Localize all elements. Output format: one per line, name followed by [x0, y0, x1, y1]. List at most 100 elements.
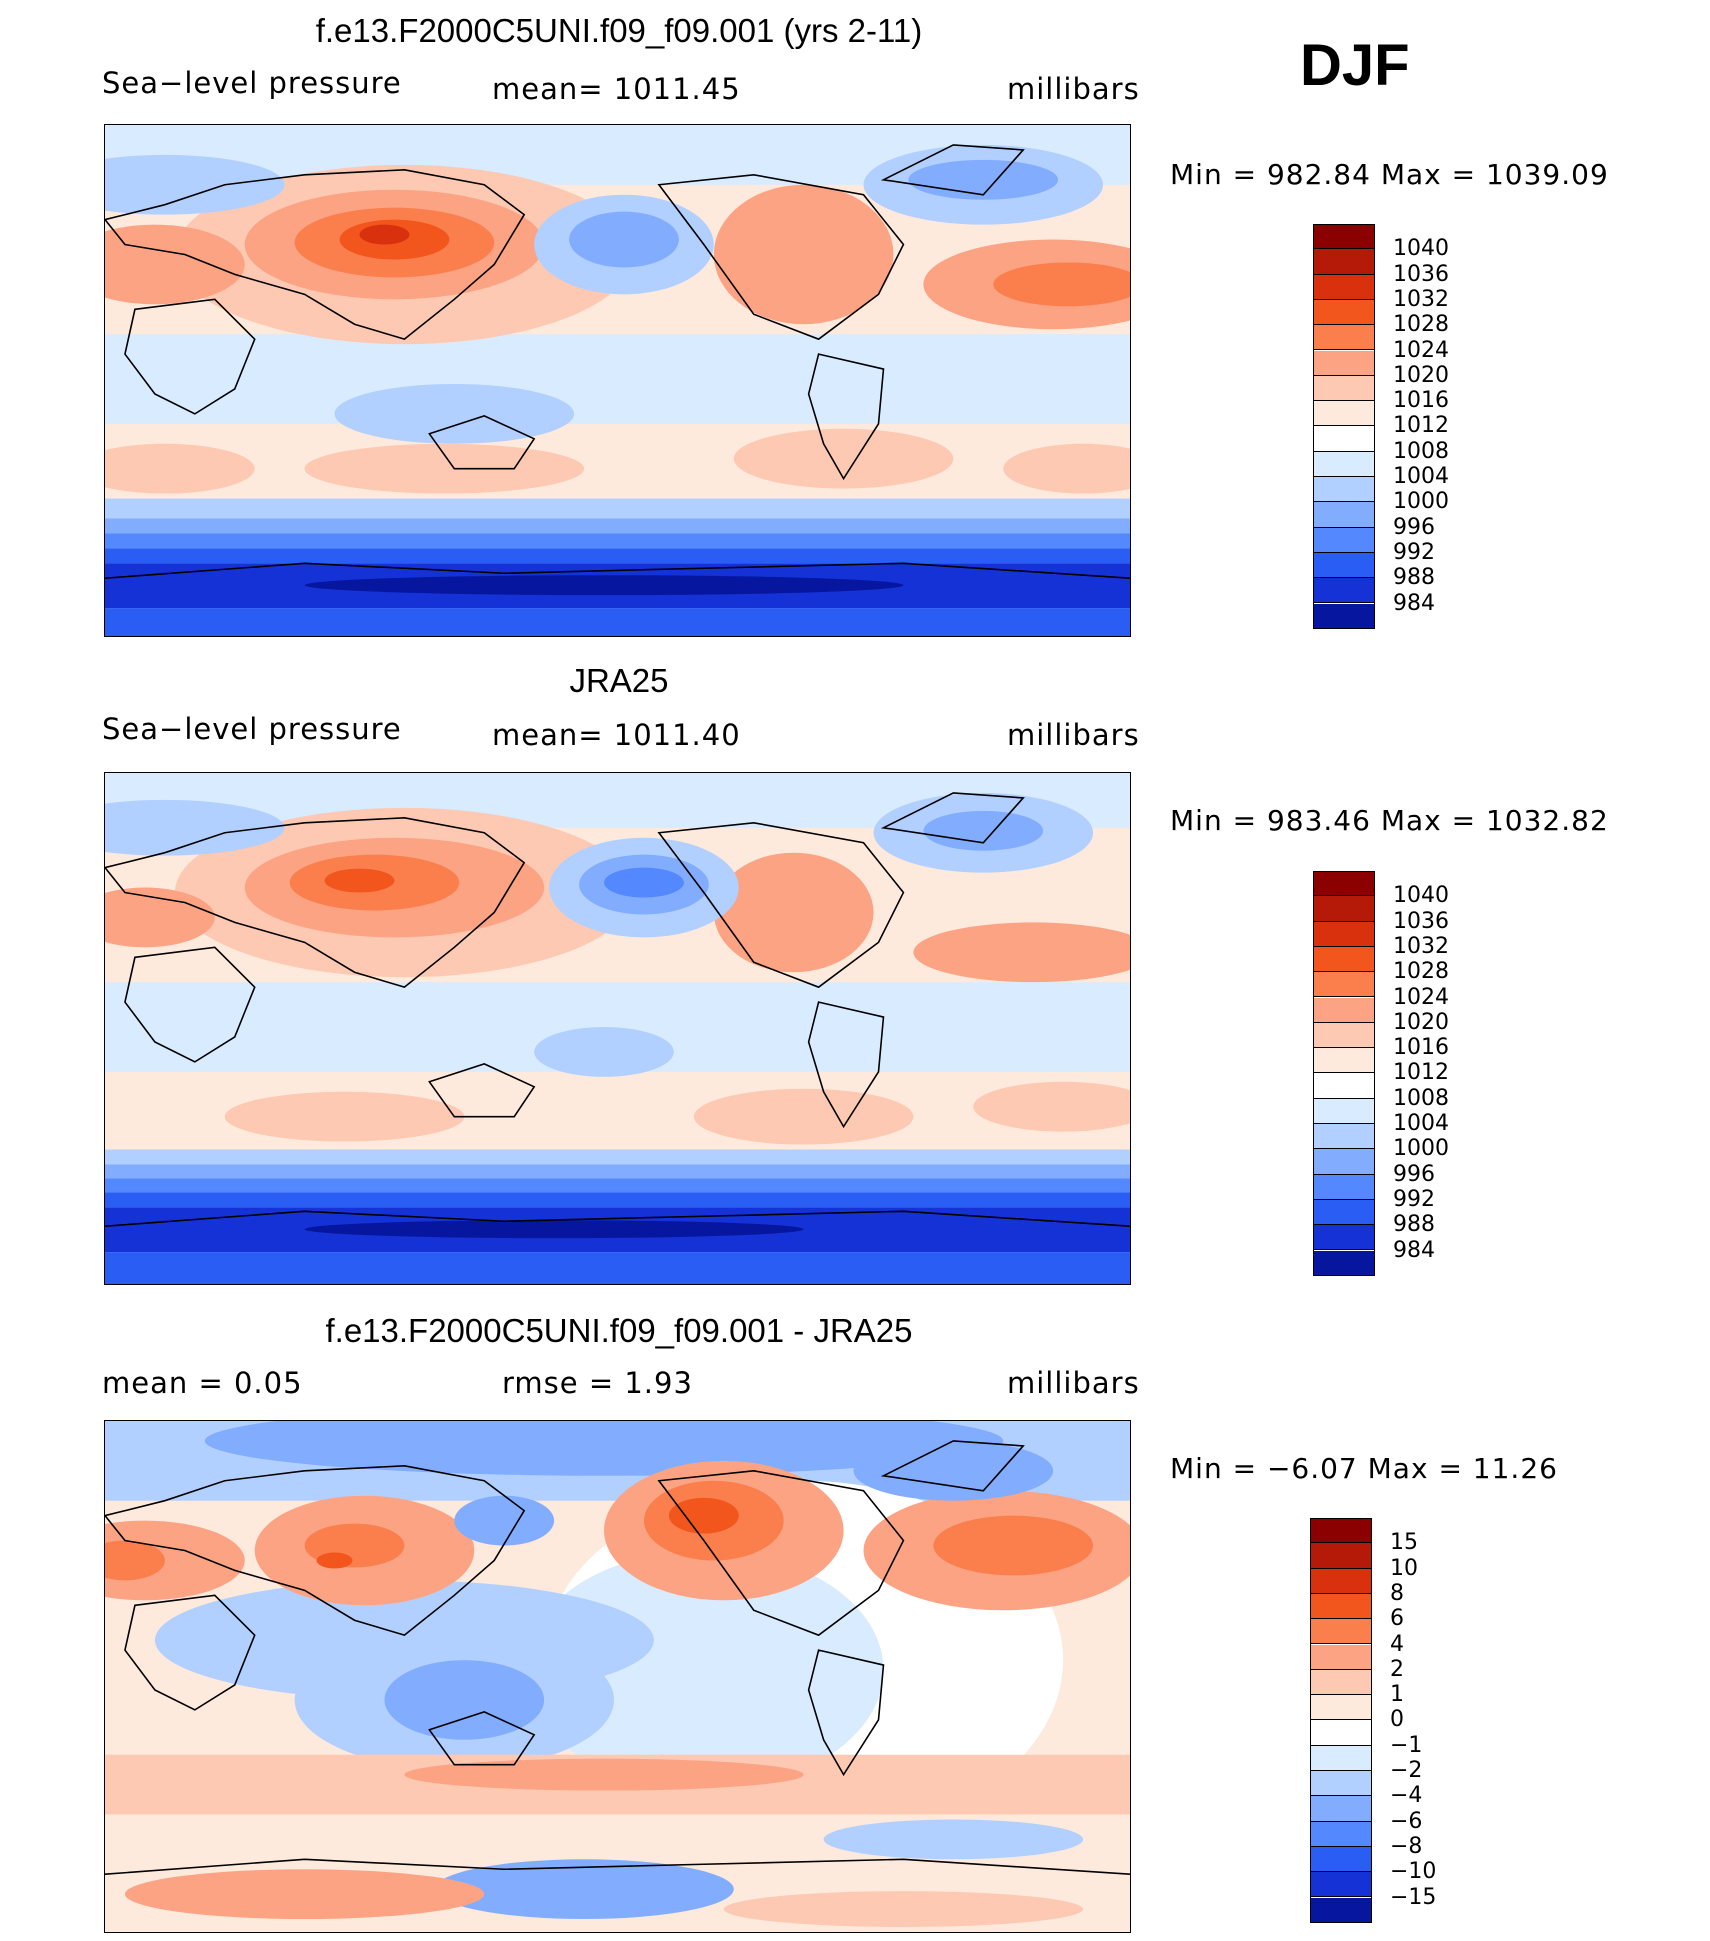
colorbar-tick-label: 10 [1390, 1555, 1418, 1581]
colorbar-swatch [1313, 224, 1375, 250]
colorbar-swatch [1313, 350, 1375, 376]
colorbar-tick-label: 996 [1393, 514, 1435, 540]
colorbar-tick-label: −10 [1390, 1859, 1437, 1885]
colorbar-swatch [1310, 1745, 1372, 1771]
colorbar-swatch [1313, 1124, 1375, 1150]
colorbar-swatch [1313, 375, 1375, 402]
panel-2-title: JRA25 [569, 662, 669, 699]
colorbar-swatch [1310, 1695, 1372, 1721]
colorbar-tick-label: 1000 [1393, 1136, 1449, 1162]
colorbar-tick-label: 6 [1390, 1606, 1404, 1632]
colorbar-swatch [1313, 477, 1375, 503]
colorbar-swatch [1313, 325, 1375, 351]
colorbar-swatch [1313, 1149, 1375, 1175]
colorbar-tick-label: −15 [1390, 1884, 1437, 1910]
colorbar-swatch [1313, 1225, 1375, 1251]
colorbar-swatch [1310, 1568, 1372, 1594]
colorbar-tick-label: 992 [1393, 1186, 1435, 1212]
colorbar-tick-label: 1020 [1393, 362, 1449, 388]
colorbar-tick-label: 1004 [1393, 1111, 1449, 1136]
colorbar-tick-label: −4 [1390, 1783, 1423, 1809]
colorbar-swatch [1313, 1048, 1375, 1074]
colorbar-swatch [1313, 603, 1375, 629]
colorbar-swatch [1313, 946, 1375, 973]
colorbar-swatch [1310, 1593, 1372, 1620]
colorbar-swatch [1310, 1897, 1372, 1923]
colorbar-tick-label: 4 [1390, 1631, 1404, 1657]
colorbar-tick-label: 1032 [1393, 286, 1449, 312]
colorbar-tick-label: 15 [1390, 1530, 1418, 1556]
colorbar-swatch [1310, 1543, 1372, 1569]
colorbar-swatch [1313, 1022, 1375, 1049]
colorbar-tick-label: −2 [1390, 1758, 1423, 1783]
colorbar-tick-label: 1024 [1393, 337, 1449, 363]
colorbar-tick-label: 1024 [1393, 984, 1449, 1010]
colorbar-swatch [1313, 896, 1375, 922]
colorbar-swatch [1313, 972, 1375, 998]
colorbar-swatch [1313, 401, 1375, 427]
panel-2-field-label: Sea−level pressure [102, 712, 402, 746]
colorbar-tick-label: 1 [1390, 1682, 1404, 1708]
colorbar-tick-label: 1032 [1393, 933, 1449, 959]
colorbar-frame [1310, 1518, 1372, 1923]
colorbar-tick-label: 2 [1390, 1656, 1404, 1682]
panel-1-minmax: Min = 982.84 Max = 1039.09 [1170, 158, 1609, 191]
colorbar-swatch [1313, 552, 1375, 579]
colorbar-swatch [1310, 1771, 1372, 1797]
colorbar-tick-label: 1008 [1393, 1085, 1449, 1111]
colorbar-tick-label: 0 [1390, 1707, 1404, 1733]
colorbar-tick-label: 984 [1393, 1237, 1435, 1263]
season-label: DJF [1300, 33, 1410, 98]
colorbar-tick-label: 1004 [1393, 464, 1449, 489]
panel-3-mean-label: mean = 0.05 [102, 1366, 303, 1400]
colorbar-frame [1313, 871, 1375, 1276]
panel-2-map [104, 772, 1131, 1285]
colorbar-tick-label: 1040 [1393, 236, 1449, 262]
colorbar-tick-label: 1012 [1393, 1060, 1449, 1086]
colorbar-tick-label: 992 [1393, 539, 1435, 565]
colorbar-tick-label: 1016 [1393, 388, 1449, 414]
colorbar-tick-label: 1036 [1393, 261, 1449, 287]
panel-1-mean-label: mean= 1011.45 [492, 72, 741, 106]
colorbar-swatch [1313, 1073, 1375, 1099]
colorbar-swatch [1313, 1174, 1375, 1200]
colorbar-tick-label: 1020 [1393, 1009, 1449, 1035]
colorbar-swatch [1313, 527, 1375, 553]
colorbar-tick-label: 1036 [1393, 908, 1449, 934]
colorbar-tick-label: 8 [1390, 1580, 1404, 1606]
colorbar-tick-label: −8 [1390, 1833, 1423, 1859]
colorbar-tick-label: 1012 [1393, 413, 1449, 439]
colorbar-swatch [1313, 249, 1375, 275]
panel-3-title: f.e13.F2000C5UNI.f09_f09.001 - JRA25 [325, 1312, 913, 1349]
panel-3-units-label: millibars [1007, 1366, 1140, 1400]
colorbar-swatch [1310, 1796, 1372, 1822]
colorbar-tick-label: 1028 [1393, 959, 1449, 985]
panel-2-mean-label: mean= 1011.40 [492, 718, 741, 752]
colorbar-swatch [1310, 1619, 1372, 1645]
panel-2-minmax: Min = 983.46 Max = 1032.82 [1170, 804, 1609, 837]
colorbar-tick-label: 996 [1393, 1161, 1435, 1187]
colorbar-swatch [1313, 578, 1375, 604]
colorbar-swatch [1313, 921, 1375, 947]
colorbar-swatch [1310, 1720, 1372, 1746]
colorbar-tick-label: 988 [1393, 1212, 1435, 1238]
colorbar-tick-label: 1000 [1393, 489, 1449, 515]
colorbar-tick-label: 988 [1393, 565, 1435, 591]
colorbar-swatch [1313, 997, 1375, 1023]
colorbar-swatch [1313, 299, 1375, 326]
colorbar-swatch [1310, 1644, 1372, 1670]
colorbar-swatch [1313, 426, 1375, 452]
panel-3-minmax: Min = −6.07 Max = 11.26 [1170, 1452, 1558, 1485]
colorbar-swatch [1310, 1846, 1372, 1873]
panel-1-map [104, 124, 1131, 637]
colorbar-swatch [1313, 274, 1375, 300]
colorbar-swatch [1313, 871, 1375, 897]
colorbar-tick-label: 984 [1393, 590, 1435, 616]
colorbar-tick-label: −6 [1390, 1808, 1423, 1834]
colorbar-tick-label: −1 [1390, 1732, 1423, 1758]
colorbar-swatch [1313, 1098, 1375, 1124]
colorbar-swatch [1310, 1669, 1372, 1696]
colorbar-tick-label: 1040 [1393, 883, 1449, 909]
panel-1-field-label: Sea−level pressure [102, 66, 402, 100]
panel-3-rmse-label: rmse = 1.93 [502, 1366, 693, 1400]
